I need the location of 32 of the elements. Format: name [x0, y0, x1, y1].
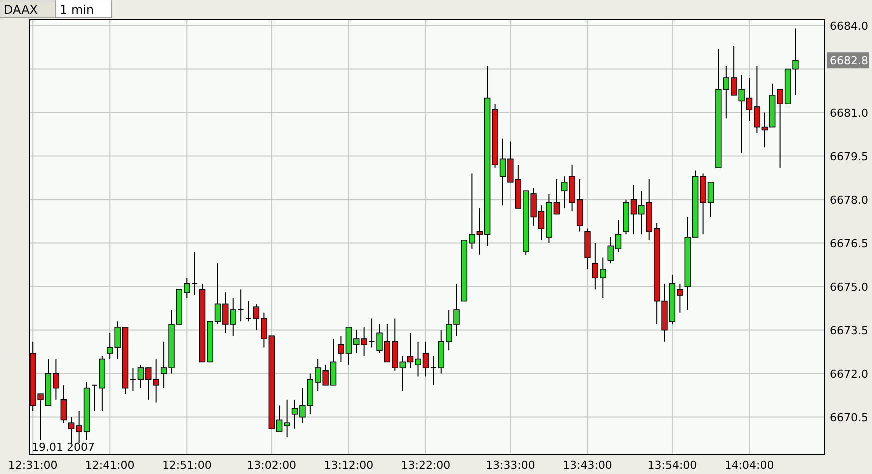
- x-tick-label: 14:04:00: [724, 459, 774, 472]
- text: 6682.8: [830, 54, 868, 68]
- y-tick-label: 6678.0: [830, 194, 868, 207]
- x-tick-label: 13:33:00: [486, 459, 536, 472]
- x-tick-label: 13:54:00: [648, 459, 698, 472]
- candlestick: [430, 356, 437, 386]
- x-tick-label: 12:51:00: [162, 459, 212, 472]
- candlestick: [368, 318, 376, 348]
- candlestick: [238, 289, 244, 322]
- x-tick-label: 12:31:00: [8, 459, 58, 472]
- candlestick: [60, 384, 67, 424]
- y-tick-label: 6676.5: [830, 237, 868, 250]
- candlestick: [230, 298, 236, 337]
- candlestick: [130, 368, 136, 392]
- y-tick-label: 6675.0: [830, 280, 868, 294]
- candlestick: [192, 252, 198, 296]
- x-tick-label: 12:41:00: [85, 459, 135, 472]
- x-tick-label: 13:22:00: [401, 459, 451, 472]
- x-tick-label: 13:02:00: [247, 459, 297, 472]
- y-tick-label: 6670.5: [830, 411, 868, 424]
- y-tick-label: 6673.5: [830, 324, 868, 338]
- chart-subtitle: 1 min: [60, 3, 94, 17]
- candlestick: [246, 300, 252, 322]
- annotation: 19.01 2007: [32, 441, 95, 454]
- y-tick-label: 6684.0: [830, 20, 868, 33]
- x-tick-label: 13:12:00: [324, 459, 374, 472]
- chart-title: DAAX: [4, 3, 38, 17]
- y-tick-label: 6681.0: [830, 106, 868, 120]
- y-tick-label: 6679.5: [830, 150, 868, 164]
- x-tick-label: 13:43:00: [563, 459, 612, 472]
- candlestick: [92, 384, 98, 412]
- y-tick-label: 6672.0: [830, 368, 868, 381]
